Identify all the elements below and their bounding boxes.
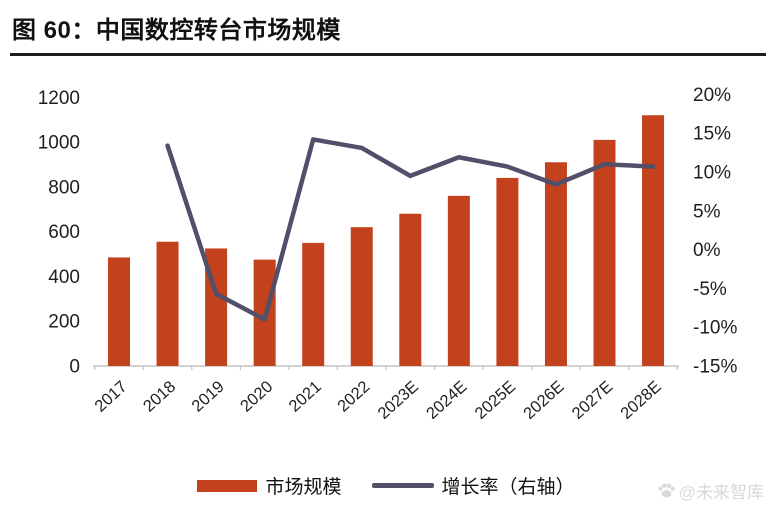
x-axis-label: 2027E — [569, 378, 617, 423]
x-axis-label: 2018 — [140, 378, 179, 416]
bar-2026E — [544, 162, 567, 366]
x-axis-label: 2022 — [334, 378, 373, 416]
legend-item-growth-rate: 增长率（右轴） — [371, 472, 575, 499]
chart-plot: 0 200 400 600 800 1000 1200 -15% -10% -5% 0% 5% 10% 1… — [38, 85, 738, 423]
x-axis-label: 2020 — [237, 378, 276, 416]
right-axis-tick-label: 5% — [693, 201, 721, 222]
right-axis-tick-label: -10% — [693, 318, 737, 339]
bar-series-swatch — [197, 479, 258, 492]
watermark-text: @未来智库 — [678, 483, 764, 502]
x-axis-label: 2028E — [617, 378, 665, 423]
bar-2025E — [496, 177, 519, 366]
title-underline — [10, 53, 766, 56]
left-axis-tick-label: 400 — [48, 267, 80, 288]
right-axis-tick-label: 10% — [693, 163, 731, 184]
left-axis-tick-label: 200 — [48, 312, 80, 333]
growth-rate-line — [165, 137, 656, 322]
paw-icon — [658, 483, 675, 498]
x-axis-label: 2021 — [286, 378, 325, 416]
left-axis-tick-label: 800 — [48, 177, 80, 198]
legend-label-market-size: 市场规模 — [265, 477, 342, 498]
left-axis-tick-label: 1200 — [38, 88, 80, 109]
left-axis-tick-label: 0 — [69, 357, 80, 378]
left-axis-tick-label: 600 — [48, 222, 80, 243]
watermark: @未来智库 — [657, 478, 764, 503]
bar-2021 — [302, 242, 325, 366]
x-axis-label: 2024E — [423, 378, 471, 423]
x-axis-label: 2017 — [91, 378, 130, 416]
bar-2017 — [108, 257, 130, 366]
right-axis-tick-label: -15% — [693, 357, 737, 378]
right-axis-tick-label: -5% — [693, 279, 727, 300]
bar-2023E — [399, 213, 422, 366]
x-axis-label: 2019 — [188, 378, 227, 416]
bar-2018 — [156, 241, 179, 366]
bar-2024E — [447, 195, 470, 366]
right-axis-tick-label: 0% — [693, 240, 721, 261]
figure-title: 图 60：中国数控转台市场规模 — [12, 17, 341, 44]
legend-item-market-size: 市场规模 — [197, 472, 342, 499]
bar-2022 — [350, 227, 373, 366]
right-axis-tick-label: 20% — [693, 85, 731, 106]
line-series-swatch — [371, 483, 434, 488]
legend-label-growth-rate: 增长率（右轴） — [441, 477, 575, 498]
x-axis-label: 2026E — [520, 378, 568, 423]
right-axis-tick-label: 15% — [693, 124, 731, 145]
bar-2028E — [642, 115, 665, 367]
legend: 市场规模 增长率（右轴） — [0, 472, 772, 499]
x-axis-label: 2025E — [472, 378, 520, 423]
left-axis-tick-label: 1000 — [38, 133, 80, 154]
bar-2027E — [593, 139, 616, 366]
x-axis-label: 2023E — [374, 378, 422, 423]
